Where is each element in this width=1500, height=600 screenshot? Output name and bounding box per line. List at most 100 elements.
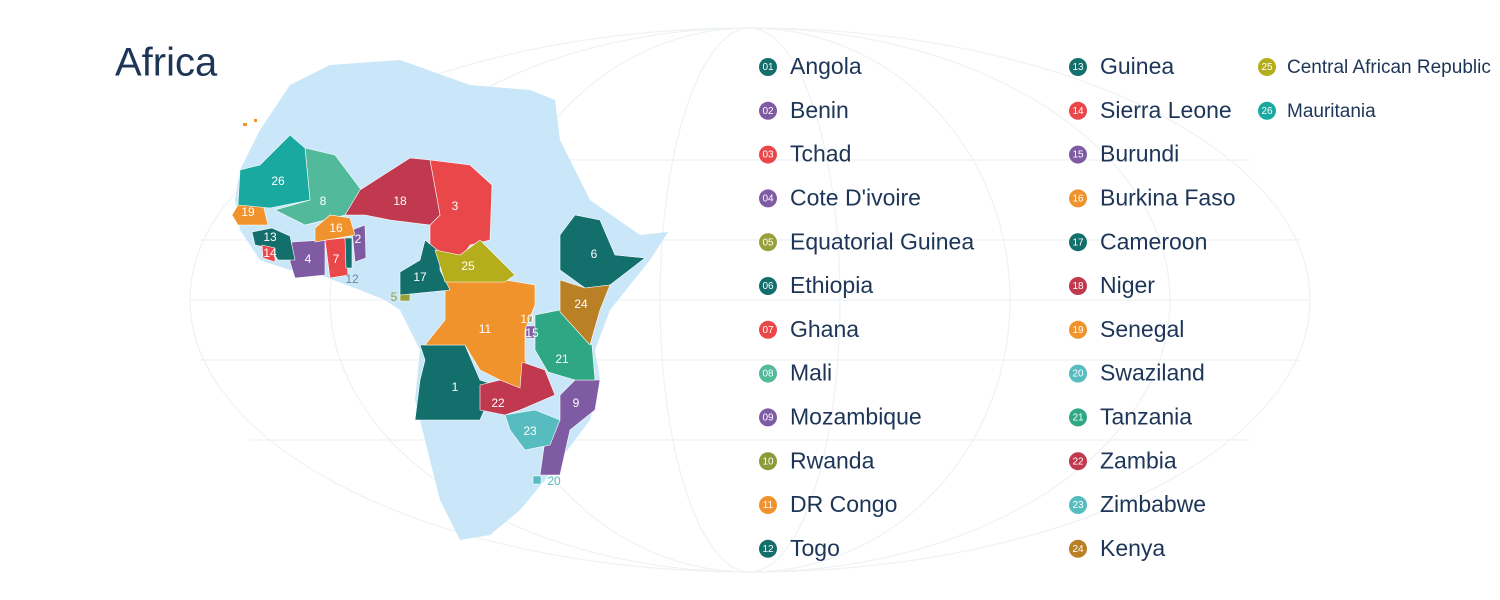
legend-badge-number: 14	[1072, 106, 1084, 117]
country-shape	[237, 134, 311, 209]
legend-badge	[759, 408, 777, 427]
legend-name: Ghana	[790, 316, 859, 342]
legend-badge-number: 16	[1072, 194, 1084, 205]
map-label: 23	[523, 424, 537, 438]
legend-badge	[1069, 58, 1087, 76]
country-shape	[351, 224, 367, 263]
legend-name: Mali	[790, 360, 832, 386]
legend-name: Niger	[1100, 272, 1155, 298]
legend-name: Benin	[790, 97, 849, 123]
legend-badge-number: 20	[1072, 369, 1084, 380]
legend-badge	[1069, 364, 1087, 383]
legend-badge-number: 23	[1072, 500, 1084, 511]
legend-name: Cameroon	[1100, 228, 1207, 254]
legend-badge	[1069, 101, 1087, 120]
map-label: 1	[452, 380, 459, 394]
legend-badge-number: 01	[762, 62, 774, 73]
legend-badge-number: 03	[762, 150, 774, 161]
legend-badge	[759, 539, 777, 558]
legend-name: Mozambique	[790, 403, 922, 429]
legend-name: Senegal	[1100, 316, 1184, 342]
legend-name: Ethiopia	[790, 272, 873, 298]
legend-badge-number: 24	[1072, 544, 1084, 555]
country-shape	[344, 157, 441, 226]
legend-name: Central African Republic	[1287, 57, 1491, 78]
map-label: 17	[413, 270, 427, 284]
legend-badge	[759, 233, 777, 252]
legend-badge-number: 26	[1261, 106, 1273, 117]
legend-name: Zimbabwe	[1100, 491, 1206, 517]
legend-name: Cote D'ivoire	[790, 184, 921, 210]
islands	[254, 119, 257, 122]
legend-name: Tchad	[790, 141, 851, 167]
legend-badge	[759, 145, 777, 164]
legend-badge-number: 18	[1072, 281, 1084, 292]
legend-name: Swaziland	[1100, 360, 1205, 386]
country-shape	[324, 237, 349, 279]
map-label: 4	[305, 252, 312, 266]
legend-badge-number: 25	[1261, 62, 1273, 73]
country-shape	[251, 227, 296, 261]
legend-name: Kenya	[1100, 535, 1165, 561]
legend-badge	[1069, 189, 1087, 208]
legend-badge-number: 17	[1072, 237, 1084, 248]
legend-name: DR Congo	[790, 491, 897, 517]
legend-badge-number: 04	[762, 194, 774, 205]
legend-badge	[759, 496, 777, 514]
legend-badge-number: 22	[1072, 456, 1084, 467]
map-label: 21	[555, 352, 569, 366]
country-shape	[479, 361, 556, 416]
legend-name: Equatorial Guinea	[790, 228, 974, 254]
legend-badge-number: 02	[762, 106, 774, 117]
legend-badge-number: 19	[1072, 325, 1084, 336]
legend-badge-number: 05	[762, 237, 774, 248]
legend-name: Burkina Faso	[1100, 184, 1236, 210]
map-label: 25	[461, 259, 475, 273]
legend-badge	[1069, 320, 1087, 339]
legend-badge	[1069, 496, 1087, 514]
legend-badge	[759, 58, 777, 76]
map-label: 3	[452, 199, 459, 213]
map-label: 19	[241, 205, 255, 219]
map-label: 8	[320, 194, 327, 208]
legend-badge	[1069, 539, 1087, 558]
legend-badge-number: 10	[762, 456, 774, 467]
legend-badge	[1258, 101, 1276, 120]
legend-badge-number: 21	[1072, 413, 1084, 424]
legend-badge	[1069, 233, 1087, 252]
legend-name: Rwanda	[790, 447, 875, 473]
legend-badge-number: 12	[762, 544, 774, 555]
legend-name: Zambia	[1100, 447, 1177, 473]
legend-badge-number: 11	[763, 500, 774, 511]
map-label: 7	[333, 252, 340, 266]
map-label: 18	[393, 194, 407, 208]
legend-badge	[1069, 408, 1087, 427]
map-label: 6	[591, 247, 598, 261]
country-shape	[559, 279, 611, 346]
map-label: 24	[574, 297, 588, 311]
legend-badge	[1258, 58, 1276, 76]
map-label: 20	[547, 474, 561, 488]
legend-badge-number: 08	[762, 369, 774, 380]
legend-badge-number: 13	[1072, 62, 1084, 73]
legend-badge	[1069, 452, 1087, 471]
legend-name: Mauritania	[1287, 101, 1376, 122]
country-shape	[314, 214, 356, 243]
map-label: 10	[520, 312, 534, 326]
country-shape	[532, 475, 542, 485]
map-label: 16	[329, 221, 343, 235]
legend: 01 Angola 02 Benin 03 Tchad 04 Cote D'ivoire 05 E…	[759, 53, 1491, 561]
islands	[243, 123, 247, 126]
legend-badge-number: 06	[762, 281, 774, 292]
country-shapes	[231, 134, 646, 485]
country-shape	[261, 244, 276, 263]
country-shape	[344, 237, 353, 269]
legend-badge-number: 09	[762, 413, 774, 424]
map-label: 12	[345, 272, 359, 286]
country-shape	[559, 214, 646, 289]
map-label: 26	[271, 174, 285, 188]
map-label: 13	[263, 230, 277, 244]
map-label: 11	[479, 322, 492, 336]
legend-name: Guinea	[1100, 53, 1174, 79]
legend-badge	[759, 189, 777, 208]
